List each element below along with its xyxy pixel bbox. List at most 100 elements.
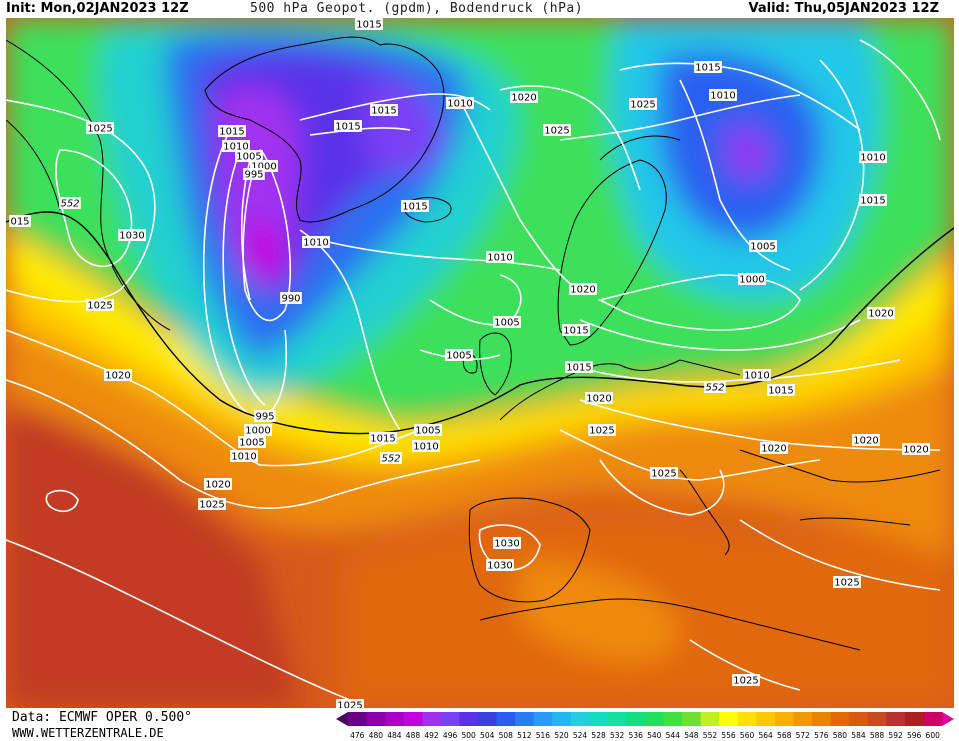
isobar-label: 1020 — [902, 443, 930, 456]
site-url: WWW.WETTERZENTRALE.DE — [12, 726, 164, 740]
isobar-label: 1020 — [569, 283, 597, 296]
isobar-label-text: 1010 — [860, 153, 885, 164]
isobar-label: 1000 — [738, 273, 766, 286]
isobar-label-text: 1010 — [303, 238, 328, 249]
gpdm-552-label-text: 552 — [381, 454, 400, 465]
isobar-label-text: 1005 — [750, 242, 775, 253]
color-scale-tick-label: 556 — [721, 731, 736, 740]
isobar-labels: 1015 1015 1010 1010 1020 1025 1025 1015 1015 1025… — [9, 18, 930, 708]
isobar-label: 1020 — [760, 442, 788, 455]
color-scale-tick-label: 516 — [536, 731, 551, 740]
isobar-label: 1025 — [629, 98, 657, 111]
isobar-label-text: 990 — [281, 294, 300, 305]
color-scale-tick-label: 528 — [591, 731, 606, 740]
isobar-label: 1020 — [867, 307, 895, 320]
isobar-label-text: 1025 — [199, 500, 224, 511]
isobar-label-text: 1020 — [586, 394, 611, 405]
isobar-label-text: 1015 — [860, 196, 885, 207]
isobar-label-text: 1015 — [370, 434, 395, 445]
color-scale-swatch — [570, 712, 590, 726]
isobar-label-text: 1005 — [415, 426, 440, 437]
isobar-label: 1020 — [585, 392, 613, 405]
color-scale-tick-label: 476 — [350, 731, 365, 740]
isobar-label-text: 1025 — [87, 124, 112, 135]
isobar-label: 1005 — [414, 424, 442, 437]
gpdm-552-label: 552 — [59, 197, 81, 210]
color-scale-tick-label: 520 — [554, 731, 569, 740]
color-scale-swatch — [496, 712, 516, 726]
isobar-label: 995 — [243, 168, 265, 181]
color-scale-tick-label: 532 — [610, 731, 625, 740]
isobar-label-text: 1005 — [236, 152, 261, 163]
data-source: Data: ECMWF OPER 0.500° — [12, 710, 193, 725]
coastlines — [6, 36, 941, 651]
color-scale-swatch — [886, 712, 906, 726]
isobar-label-text: 1030 — [494, 539, 519, 550]
isobar-label: 1015 — [369, 432, 397, 445]
color-scale-tick-label: 596 — [907, 731, 922, 740]
isobar-label-text: 1020 — [105, 371, 130, 382]
isobar-label: 1025 — [86, 299, 114, 312]
isobar-label: 1015 — [355, 18, 383, 31]
isobar-label: 1030 — [118, 229, 146, 242]
isobar-label-text: 1015 — [371, 106, 396, 117]
isobar-label-text: 1010 — [223, 142, 248, 153]
isobar-label: 1010 — [709, 89, 737, 102]
isobar-label: 1015 — [694, 61, 722, 74]
weather-map: 1015 1015 1010 1010 1020 1025 1025 1015 1015 1025… — [6, 18, 954, 708]
isobar-label-text: 1015 — [335, 122, 360, 133]
isobar-label: 995 — [254, 410, 276, 423]
isobar-label: 1020 — [510, 91, 538, 104]
isobar-label-text: 1005 — [446, 351, 471, 362]
isobar-label-text: 1010 — [744, 371, 769, 382]
color-scale-tick-label: 512 — [517, 731, 532, 740]
color-scale-swatch — [830, 712, 850, 726]
color-scale-swatch — [607, 712, 627, 726]
header-bar: Init: Mon,02JAN2023 12Z 500 hPa Geopot. … — [0, 0, 959, 18]
color-scale-swatch — [477, 712, 497, 726]
color-scale-swatch — [663, 712, 683, 726]
isobar-label-text: 1015 — [219, 127, 244, 138]
isobar-label-text: 1015 — [768, 386, 793, 397]
isobar-label-text: 1015 — [563, 326, 588, 337]
color-scale-swatch — [366, 712, 386, 726]
color-scale-bars — [336, 712, 954, 726]
isobar-label: 1015 — [767, 384, 795, 397]
color-scale-swatch — [867, 712, 887, 726]
isobar-label: 1020 — [104, 369, 132, 382]
isobar-label-text: 1020 — [903, 445, 928, 456]
color-scale-tick-label: 600 — [926, 731, 941, 740]
color-scale-tick-label: 504 — [480, 731, 495, 740]
isobar-label: 1030 — [493, 537, 521, 550]
color-scale-tick-label: 548 — [684, 731, 699, 740]
isobar-label: 1020 — [204, 478, 232, 491]
isobar-label: 1005 — [493, 316, 521, 329]
color-scale-tick-label: 484 — [387, 731, 402, 740]
color-scale-swatch — [793, 712, 813, 726]
isobar-label: 1005 — [235, 150, 263, 163]
color-scale-tick-label: 560 — [740, 731, 755, 740]
color-scale-tick-label: 536 — [629, 731, 644, 740]
isobar-label: 1000 — [244, 424, 272, 437]
color-scale-swatch — [348, 712, 368, 726]
color-scale-swatch — [942, 712, 954, 726]
color-scale-legend: 476 480 484 488 492 496 500 504 508 512 516 520 524 5… — [336, 712, 954, 740]
isobar-label-text: 1020 — [761, 444, 786, 455]
isobar-label: 015 — [9, 215, 31, 228]
isobar-label-text: 1000 — [251, 162, 276, 173]
valid-time: Valid: Thu,05JAN2023 12Z — [748, 1, 939, 16]
isobar-label-text: 1020 — [570, 285, 595, 296]
color-scale-tick-label: 496 — [443, 731, 458, 740]
color-scale-swatch — [756, 712, 776, 726]
isobar-label-text: 1010 — [487, 253, 512, 264]
color-scale-tick-label: 488 — [406, 731, 421, 740]
color-scale-tick-label: 584 — [851, 731, 866, 740]
isobar-label: 1010 — [302, 236, 330, 249]
isobar-label: 1010 — [486, 251, 514, 264]
isobar-label: 1015 — [401, 200, 429, 213]
isobar-label-text: 1000 — [245, 426, 270, 437]
isobar-label-text: 1025 — [337, 701, 362, 708]
color-scale-swatch — [719, 712, 739, 726]
color-scale-tick-label: 592 — [888, 731, 903, 740]
isobar-label-text: 1025 — [630, 100, 655, 111]
